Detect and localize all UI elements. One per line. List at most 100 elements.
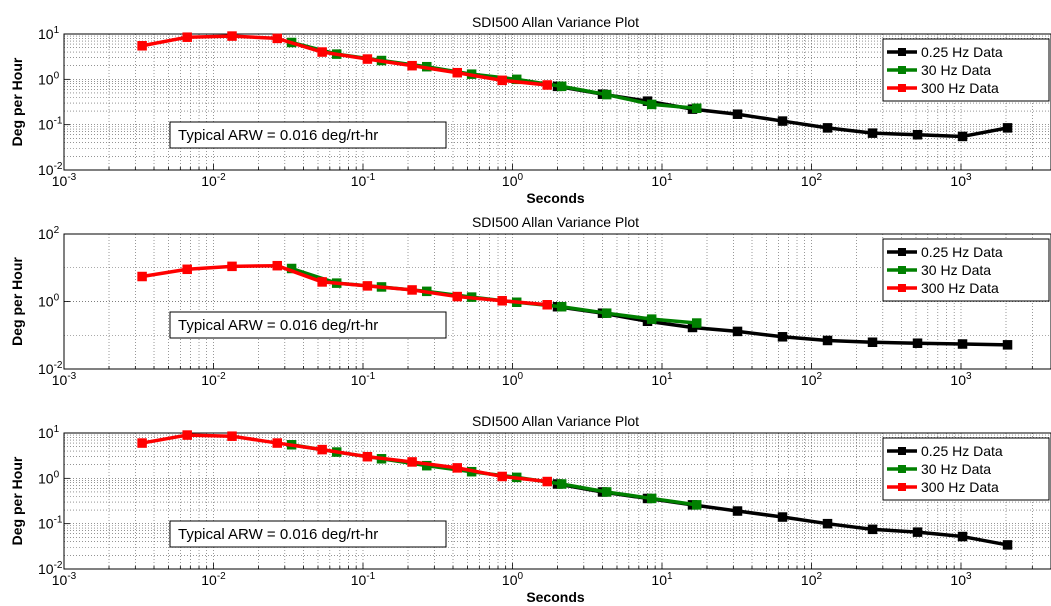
data-point: [912, 338, 923, 348]
y-tick-label: 100: [38, 469, 60, 486]
data-point: [272, 438, 283, 448]
x-tick-label: 10-1: [351, 172, 376, 189]
series-line: [141, 433, 548, 484]
data-point: [227, 431, 237, 441]
data-point: [822, 123, 833, 133]
x-tick-label: 10-2: [201, 571, 226, 588]
data-point: [137, 438, 147, 448]
data-point: [452, 463, 462, 473]
data-point: [542, 80, 552, 90]
legend-label: 300 Hz Data: [921, 280, 999, 296]
data-point: [691, 318, 702, 328]
legend-label: 0.25 Hz Data: [921, 244, 1003, 260]
data-point: [452, 67, 462, 78]
data-point: [497, 471, 507, 482]
annotation-box: [169, 520, 447, 548]
y-tick-label: 10-2: [38, 161, 63, 178]
data-point: [317, 47, 327, 57]
x-axis-label: Seconds: [526, 589, 585, 605]
legend-box: [882, 38, 1050, 102]
legend-label: 300 Hz Data: [921, 479, 999, 495]
data-point: [317, 277, 327, 287]
chart-title: SDI500 Allan Variance Plot: [472, 413, 639, 429]
data-point: [362, 451, 373, 462]
allan-chart-2: 10-3 10-2 10-1 100 101 102 10310-2100102SDI500…: [9, 214, 1051, 388]
x-tick-label: 10-1: [351, 371, 376, 388]
annotation-text: Typical ARW = 0.016 deg/rt-hr: [178, 317, 378, 334]
legend-label: 30 Hz Data: [921, 262, 991, 278]
data-point: [957, 131, 968, 142]
y-tick-label: 10-2: [38, 560, 63, 577]
data-point: [777, 332, 788, 342]
data-point: [182, 32, 192, 42]
series-300-hz-data: [137, 260, 552, 310]
data-point: [822, 335, 833, 346]
data-point: [227, 31, 237, 41]
y-axis-label: Deg per Hour: [9, 57, 25, 146]
x-tick-label: 101: [651, 371, 673, 388]
chart-title: SDI500 Allan Variance Plot: [472, 214, 639, 230]
legend-marker: [898, 84, 906, 92]
legend-marker: [898, 66, 906, 74]
data-point: [182, 264, 192, 275]
x-tick-label: 10-3: [52, 172, 77, 189]
x-tick-label: 102: [801, 571, 823, 588]
data-point: [822, 518, 833, 529]
data-point: [957, 339, 968, 349]
data-point: [912, 527, 923, 537]
y-tick-label: 101: [38, 25, 60, 42]
x-tick-label: 103: [950, 172, 972, 189]
data-point: [556, 301, 567, 312]
x-tick-label: 102: [801, 371, 823, 388]
data-point: [556, 81, 567, 92]
data-point: [646, 314, 657, 324]
legend-label: 0.25 Hz Data: [921, 443, 1003, 459]
x-tick-label: 101: [651, 571, 673, 588]
legend: 0.25 Hz Data 30 Hz Data 300 Hz Data: [882, 38, 1050, 102]
legend-marker: [898, 284, 906, 292]
x-tick-label: 10-3: [52, 571, 77, 588]
data-point: [646, 99, 657, 110]
legend-marker: [898, 447, 906, 455]
data-point: [407, 457, 417, 467]
legend: 0.25 Hz Data 30 Hz Data 300 Hz Data: [882, 437, 1050, 501]
legend-label: 30 Hz Data: [921, 461, 991, 477]
x-tick-label: 103: [950, 571, 972, 588]
data-point: [497, 296, 507, 306]
y-tick-label: 10-1: [38, 515, 63, 532]
y-tick-label: 101: [38, 424, 60, 441]
x-tick-label: 102: [801, 172, 823, 189]
data-point: [1002, 123, 1013, 133]
y-tick-label: 102: [38, 225, 60, 242]
x-tick-label: 100: [502, 371, 524, 388]
legend-label: 30 Hz Data: [921, 62, 991, 78]
chart-title: SDI500 Allan Variance Plot: [472, 14, 639, 30]
data-point: [362, 281, 373, 291]
data-point: [957, 531, 968, 542]
legend-marker: [898, 248, 906, 256]
data-point: [777, 116, 788, 126]
data-point: [182, 430, 192, 440]
x-tick-label: 10-3: [52, 371, 77, 388]
legend-marker: [898, 48, 906, 56]
x-tick-label: 101: [651, 172, 673, 189]
data-point: [691, 103, 702, 114]
data-point: [777, 512, 788, 522]
data-point: [407, 285, 417, 295]
y-tick-label: 100: [38, 293, 60, 310]
data-point: [867, 337, 878, 348]
data-point: [691, 500, 702, 510]
y-tick-label: 10-2: [38, 360, 63, 377]
annotation-text: Typical ARW = 0.016 deg/rt-hr: [178, 127, 378, 144]
data-point: [497, 75, 507, 86]
data-point: [317, 444, 327, 455]
data-point: [601, 89, 612, 100]
annotation-box: [169, 311, 447, 339]
data-point: [732, 109, 743, 119]
series-300-hz-data: [137, 31, 552, 90]
legend: 0.25 Hz Data 30 Hz Data 300 Hz Data: [882, 238, 1050, 302]
data-point: [912, 129, 923, 140]
x-tick-label: 100: [502, 571, 524, 588]
x-tick-label: 10-1: [351, 571, 376, 588]
